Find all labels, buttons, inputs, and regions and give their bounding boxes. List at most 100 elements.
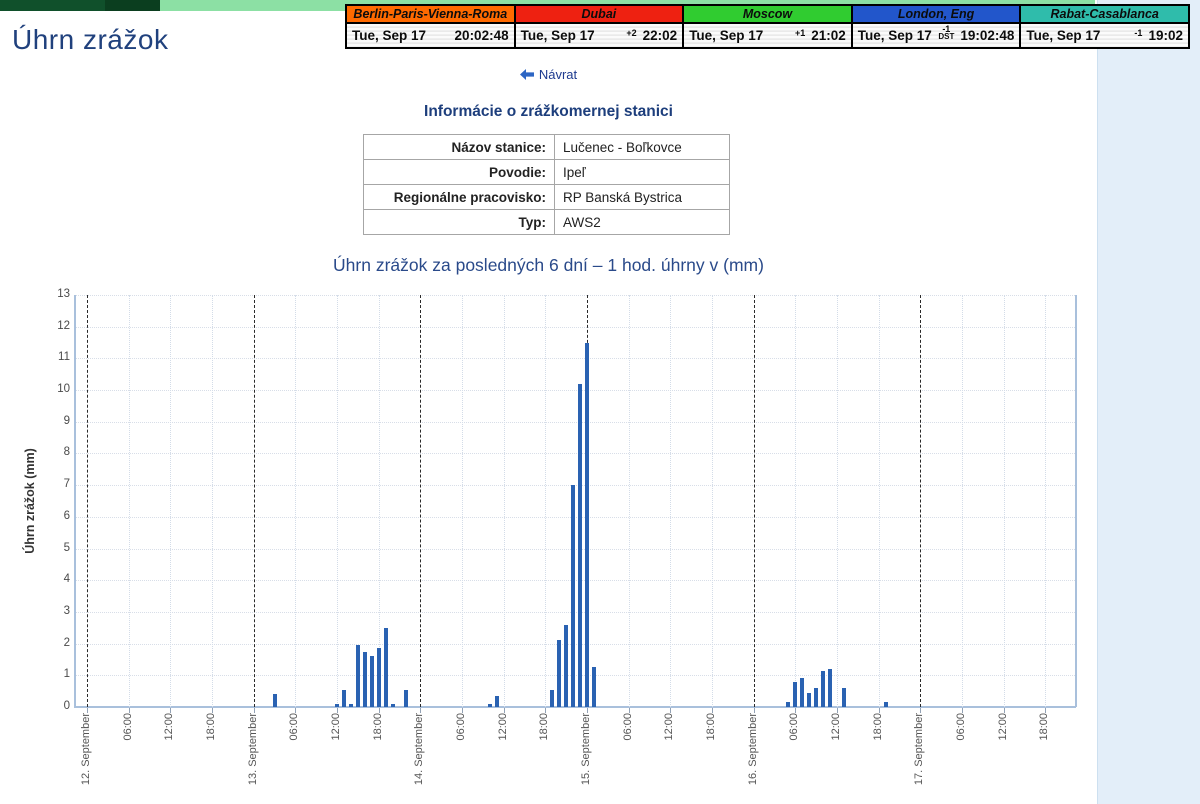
clock-time-row: Tue, Sep 17 +2 22:02 xyxy=(515,24,683,47)
precipitation-bar xyxy=(370,656,374,707)
y-axis-title-wrap: Úhrn zrážok (mm) xyxy=(22,295,38,707)
x-tick-label: 06:00 xyxy=(622,713,634,741)
precipitation-bar xyxy=(550,690,554,707)
precipitation-bar xyxy=(814,688,818,707)
x-tick-label: 06:00 xyxy=(122,713,134,741)
x-axis-tick xyxy=(1004,708,1005,713)
x-axis-tick xyxy=(837,708,838,713)
precipitation-bar xyxy=(488,704,492,707)
y-axis-line xyxy=(74,295,76,707)
right-sidebar-panel xyxy=(1097,0,1200,804)
gridline-vertical xyxy=(504,295,505,707)
gridline-horizontal xyxy=(76,422,1075,423)
x-axis-tick xyxy=(879,708,880,713)
gridline-vertical xyxy=(170,295,171,707)
gridline-horizontal xyxy=(76,453,1075,454)
x-axis-tick xyxy=(420,708,421,713)
precipitation-bar xyxy=(363,652,367,707)
x-tick-label: 18:00 xyxy=(705,713,717,741)
gridline-horizontal xyxy=(76,549,1075,550)
gridline-vertical xyxy=(795,295,796,707)
x-tick-label: 06:00 xyxy=(288,713,300,741)
back-link[interactable]: Návrat xyxy=(519,67,578,82)
back-link-label: Návrat xyxy=(538,67,578,82)
station-info-heading: Informácie o zrážkomernej stanici xyxy=(424,103,673,120)
gridline-vertical xyxy=(670,295,671,707)
gridline-vertical xyxy=(337,295,338,707)
y-tick-label: 5 xyxy=(63,542,70,554)
clock-city-header[interactable]: Berlin-Paris-Vienna-Roma xyxy=(347,6,514,24)
x-axis-tick xyxy=(129,708,130,713)
clock-cell: Berlin-Paris-Vienna-Roma Tue, Sep 17 20:02… xyxy=(345,4,516,49)
clock-date: Tue, Sep 17 xyxy=(352,28,427,43)
precipitation-bar xyxy=(828,669,832,707)
x-axis-tick xyxy=(87,708,88,713)
gridline-horizontal xyxy=(76,390,1075,391)
clock-city-header[interactable]: Moscow xyxy=(684,6,851,24)
station-table-row: Regionálne pracovisko: RP Banská Bystrica xyxy=(363,184,730,210)
y-tick-label: 2 xyxy=(63,637,70,649)
gridline-vertical xyxy=(462,295,463,707)
y-tick-label: 12 xyxy=(57,320,70,332)
x-axis-tick xyxy=(712,708,713,713)
x-axis-tick xyxy=(545,708,546,713)
clock-time-row: Tue, Sep 17 -1 DST 19:02:48 xyxy=(852,24,1020,47)
precipitation-bar xyxy=(342,690,346,707)
gridline-horizontal xyxy=(76,580,1075,581)
gridline-horizontal xyxy=(76,612,1075,613)
chart-title: Úhrn zrážok za posledných 6 dní – 1 hod.… xyxy=(333,255,764,275)
precipitation-bar xyxy=(384,628,388,707)
station-row-value: AWS2 xyxy=(554,209,730,235)
precipitation-bar xyxy=(335,704,339,707)
x-axis-tick xyxy=(170,708,171,713)
clock-cell: Rabat-Casablanca Tue, Sep 17 -1 19:02 xyxy=(1019,4,1190,49)
station-info-table: Názov stanice: Lučenec - Boľkovce Povodie:… xyxy=(363,134,730,235)
gridline-vertical xyxy=(212,295,213,707)
x-axis-tick xyxy=(462,708,463,713)
gridline-vertical xyxy=(962,295,963,707)
gridline-horizontal xyxy=(76,675,1075,676)
x-tick-label: 17. September xyxy=(913,713,925,786)
clock-offset-prefix: DST xyxy=(938,32,955,41)
station-row-label: Regionálne pracovisko: xyxy=(363,184,555,210)
clock-utc-offset: +2 xyxy=(626,28,636,37)
gridline-vertical xyxy=(1004,295,1005,707)
gridline-horizontal xyxy=(76,644,1075,645)
page-title: Úhrn zrážok xyxy=(12,24,169,55)
gridline-horizontal xyxy=(76,295,1075,296)
day-boundary-line xyxy=(920,295,921,707)
x-tick-label: 18:00 xyxy=(1038,713,1050,741)
day-boundary-line xyxy=(254,295,255,707)
x-axis-tick xyxy=(212,708,213,713)
clock-city-header[interactable]: Rabat-Casablanca xyxy=(1021,6,1188,24)
gridline-horizontal xyxy=(76,485,1075,486)
clock-time-row: Tue, Sep 17 -1 19:02 xyxy=(1021,24,1188,47)
precipitation-bar xyxy=(592,667,596,707)
y-tick-label: 0 xyxy=(63,700,70,712)
gridline-vertical xyxy=(1045,295,1046,707)
precipitation-bar xyxy=(391,704,395,707)
clock-cell: Moscow Tue, Sep 17 +1 21:02 xyxy=(682,4,853,49)
x-tick-label: 14. September xyxy=(413,713,425,786)
precipitation-bar xyxy=(273,694,277,707)
x-tick-label: 13. September xyxy=(247,713,259,786)
precipitation-bar xyxy=(571,485,575,707)
station-row-value: Lučenec - Boľkovce xyxy=(554,134,730,160)
clock-time-row: Tue, Sep 17 20:02:48 xyxy=(347,24,514,47)
x-axis-tick xyxy=(295,708,296,713)
clock-city-header[interactable]: Dubai xyxy=(515,6,683,24)
clock-time: 21:02 xyxy=(811,28,846,43)
precipitation-bar xyxy=(578,384,582,707)
x-tick-label: 18:00 xyxy=(372,713,384,741)
y-tick-label: 9 xyxy=(63,415,70,427)
clock-offset-value: -1 xyxy=(1134,27,1143,38)
y-tick-label: 4 xyxy=(63,573,70,585)
gridline-vertical xyxy=(712,295,713,707)
clock-city-header[interactable]: London, Eng xyxy=(852,6,1020,24)
x-tick-label: 18:00 xyxy=(205,713,217,741)
gridline-horizontal xyxy=(76,358,1075,359)
x-tick-label: 18:00 xyxy=(538,713,550,741)
precipitation-bar xyxy=(842,688,846,707)
clock-time-row: Tue, Sep 17 +1 21:02 xyxy=(684,24,851,47)
gridline-vertical xyxy=(629,295,630,707)
